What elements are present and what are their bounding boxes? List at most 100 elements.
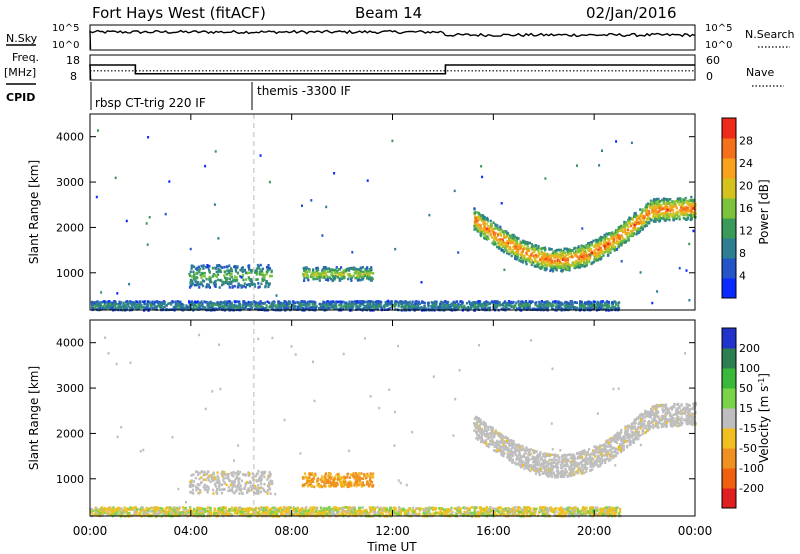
range-tick-label: 4000 — [56, 131, 84, 144]
echo-cell — [231, 285, 234, 288]
echo-cell — [675, 211, 678, 215]
echo-cell — [378, 305, 381, 308]
echo-cell — [322, 267, 325, 271]
echo-cell — [357, 300, 360, 303]
echo-cell — [429, 512, 432, 515]
echo-cell — [230, 305, 233, 308]
echo-cell — [292, 507, 295, 510]
echo-cell — [618, 237, 622, 240]
echo-cell — [630, 232, 633, 236]
echo-cell — [645, 203, 648, 207]
echo-cell — [268, 267, 272, 270]
echo-cell — [144, 308, 147, 311]
echo-cell — [598, 255, 601, 258]
echo-cell — [611, 306, 614, 309]
echo-cell — [550, 248, 553, 251]
echo-cell — [376, 511, 380, 514]
echo-cell — [371, 300, 374, 304]
echo-cell — [619, 229, 622, 232]
speckle-cell — [97, 129, 99, 132]
echo-cell — [656, 214, 660, 218]
echo-cell — [658, 206, 661, 209]
echo-cell — [525, 240, 528, 244]
echo-cell — [402, 300, 405, 304]
echo-cell — [677, 215, 680, 218]
echo-cell — [566, 253, 569, 256]
echo-cell — [422, 511, 425, 515]
nave-label: Nave — [746, 66, 774, 79]
echo-cell — [671, 200, 674, 203]
echo-cell — [586, 254, 589, 257]
echo-cell — [669, 201, 672, 205]
echo-cell — [592, 303, 595, 306]
echo-cell — [496, 241, 500, 245]
echo-cell — [490, 225, 493, 228]
speckle-cell — [391, 139, 394, 143]
echo-cell — [518, 242, 521, 246]
echo-cell — [250, 271, 253, 274]
echo-cell — [589, 255, 592, 259]
echo-cell — [600, 236, 603, 239]
echo-cell — [292, 305, 295, 309]
echo-cell — [574, 306, 577, 309]
echo-cell — [369, 279, 373, 282]
echo-cell — [653, 212, 656, 215]
echo-cell — [200, 264, 203, 268]
echo-cell — [575, 252, 578, 255]
echo-cell — [416, 305, 419, 309]
echo-cell — [550, 305, 553, 309]
echo-cell — [225, 509, 228, 513]
echo-cell — [138, 508, 141, 511]
echo-cell — [652, 208, 655, 211]
echo-cell — [500, 512, 503, 516]
echo-cell — [255, 271, 258, 275]
echo-cell — [681, 204, 684, 208]
echo-cell — [531, 247, 534, 251]
echo-cell — [364, 268, 367, 271]
echo-cell — [115, 302, 118, 306]
speckle-cell — [500, 202, 503, 205]
echo-cell — [311, 303, 314, 306]
echo-cell — [363, 305, 366, 308]
echo-cell — [417, 303, 420, 307]
echo-cell — [376, 302, 379, 306]
echo-cell — [524, 260, 527, 264]
echo-cell — [242, 269, 246, 272]
echo-cell — [661, 212, 665, 216]
echo-cell — [365, 306, 368, 309]
echo-cell — [106, 304, 109, 307]
echo-cell — [330, 304, 333, 308]
echo-cell — [268, 301, 271, 304]
echo-cell — [512, 513, 515, 516]
echo-cell — [193, 265, 196, 269]
echo-cell — [690, 203, 693, 206]
echo-cell — [616, 231, 619, 235]
echo-cell — [554, 300, 557, 303]
echo-cell — [196, 280, 200, 284]
echo-cell — [660, 217, 663, 220]
echo-cell — [257, 282, 260, 285]
echo-cell — [506, 251, 509, 255]
echo-cell — [394, 302, 397, 306]
speckle-cell — [237, 304, 240, 307]
echo-cell — [651, 202, 654, 205]
echo-cell — [206, 302, 209, 306]
echo-cell — [245, 302, 248, 305]
speckle-cell — [651, 301, 654, 305]
echo-cell — [268, 306, 271, 309]
echo-cell — [128, 301, 131, 304]
echo-cell — [468, 300, 471, 304]
echo-cell — [565, 264, 568, 268]
echo-cell — [357, 275, 360, 279]
echo-cell — [605, 300, 609, 303]
echo-cell — [589, 304, 592, 307]
echo-cell — [606, 248, 609, 252]
echo-cell — [354, 270, 357, 274]
echo-cell — [365, 300, 368, 304]
echo-cell — [612, 300, 615, 304]
echo-cell — [280, 304, 284, 307]
echo-cell — [621, 227, 624, 230]
echo-cell — [540, 300, 543, 303]
echo-cell — [324, 272, 327, 276]
echo-cell — [153, 300, 157, 304]
